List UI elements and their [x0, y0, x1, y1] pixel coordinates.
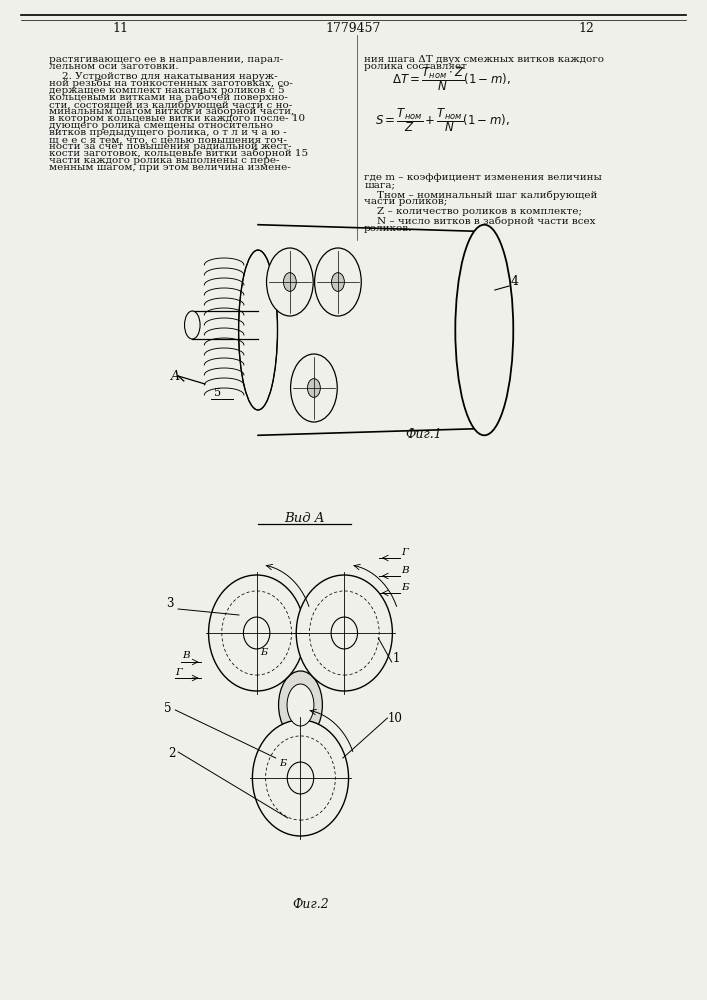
Text: 2: 2 — [168, 747, 175, 760]
Text: 5: 5 — [164, 702, 172, 715]
Ellipse shape — [296, 575, 392, 691]
Text: Б: Б — [279, 759, 286, 768]
Text: ролика составляет: ролика составляет — [364, 62, 467, 71]
Text: ной резьбы на тонкостенных заготовках, со-: ной резьбы на тонкостенных заготовках, с… — [49, 79, 293, 89]
Text: A: A — [171, 369, 180, 382]
Text: в котором кольцевые витки каждого после- 10: в котором кольцевые витки каждого после-… — [49, 114, 305, 123]
Text: 1: 1 — [393, 652, 400, 665]
Ellipse shape — [238, 250, 277, 410]
Text: Г: Г — [402, 548, 409, 557]
Ellipse shape — [287, 762, 314, 794]
Ellipse shape — [284, 273, 296, 291]
Text: кости заготовок, кольцевые витки заборной 15: кости заготовок, кольцевые витки заборно… — [49, 149, 309, 158]
Text: части роликов;: части роликов; — [364, 197, 448, 206]
Text: щ е е с я тем, что, с целью повышения точ-: щ е е с я тем, что, с целью повышения то… — [49, 135, 287, 144]
Ellipse shape — [455, 225, 513, 435]
Text: Г: Г — [175, 668, 182, 677]
Ellipse shape — [308, 379, 320, 397]
Ellipse shape — [279, 671, 322, 739]
Text: 1779457: 1779457 — [326, 21, 381, 34]
Text: Тном – номинальный шаг калибрующей: Тном – номинальный шаг калибрующей — [364, 190, 597, 200]
Text: 10: 10 — [387, 712, 402, 725]
Text: Фиг.1: Фиг.1 — [406, 428, 443, 442]
Text: 12: 12 — [579, 21, 595, 34]
Ellipse shape — [209, 575, 305, 691]
Text: части каждого ролика выполнены с пере-: части каждого ролика выполнены с пере- — [49, 156, 280, 165]
Text: 5: 5 — [214, 388, 221, 398]
Ellipse shape — [315, 248, 361, 316]
Text: 3: 3 — [166, 597, 174, 610]
Text: дующего ролика смещены относительно: дующего ролика смещены относительно — [49, 121, 274, 130]
Ellipse shape — [287, 684, 314, 726]
Text: В: В — [402, 566, 409, 575]
Text: $S = \dfrac{T_{ном}}{Z} + \dfrac{T_{ном}}{N}(1-m),$: $S = \dfrac{T_{ном}}{Z} + \dfrac{T_{ном}… — [375, 106, 509, 134]
Ellipse shape — [291, 354, 337, 422]
Text: Б: Б — [402, 583, 409, 592]
Text: N – число витков в заборной части всех: N – число витков в заборной части всех — [364, 217, 595, 227]
Text: менным шагом, при этом величина измене-: менным шагом, при этом величина измене- — [49, 163, 291, 172]
Text: держащее комплект накатных роликов с 5: держащее комплект накатных роликов с 5 — [49, 86, 285, 95]
Text: растягивающего ее в направлении, парал-: растягивающего ее в направлении, парал- — [49, 55, 284, 64]
Text: 2. Устройство для накатывания наруж-: 2. Устройство для накатывания наруж- — [49, 72, 278, 81]
Text: Фиг.2: Фиг.2 — [293, 898, 329, 912]
Text: Вид A: Вид A — [284, 512, 325, 524]
Ellipse shape — [332, 273, 344, 291]
Text: шага;: шага; — [364, 180, 395, 189]
Ellipse shape — [252, 720, 349, 836]
Text: сти, состоящей из калибрующей части с но-: сти, состоящей из калибрующей части с но… — [49, 100, 293, 109]
Text: ности за счёт повышения радиальной жест-: ности за счёт повышения радиальной жест- — [49, 142, 292, 151]
Ellipse shape — [331, 617, 358, 649]
Text: где m – коэффициент изменения величины: где m – коэффициент изменения величины — [364, 173, 602, 182]
Text: 11: 11 — [112, 21, 128, 34]
Text: 4: 4 — [510, 275, 518, 288]
Text: роликов.: роликов. — [364, 224, 412, 233]
Text: Z – количество роликов в комплекте;: Z – количество роликов в комплекте; — [364, 207, 582, 216]
Text: лельном оси заготовки.: лельном оси заготовки. — [49, 62, 179, 71]
Ellipse shape — [267, 248, 313, 316]
Ellipse shape — [243, 617, 270, 649]
Text: кольцевыми витками на рабочей поверхно-: кольцевыми витками на рабочей поверхно- — [49, 93, 288, 103]
Text: ния шага ΔT двух смежных витков каждого: ния шага ΔT двух смежных витков каждого — [364, 55, 604, 64]
Text: витков предыдущего ролика, о т л и ч а ю -: витков предыдущего ролика, о т л и ч а ю… — [49, 128, 287, 137]
Ellipse shape — [185, 311, 200, 339]
Text: В: В — [182, 651, 190, 660]
Text: минальным шагом витков и заборной части,: минальным шагом витков и заборной части, — [49, 107, 295, 116]
Text: Б: Б — [260, 648, 267, 657]
Text: $\Delta T = \dfrac{T_{ном} \cdot Z}{N}(1-m),$: $\Delta T = \dfrac{T_{ном} \cdot Z}{N}(1… — [392, 65, 511, 93]
